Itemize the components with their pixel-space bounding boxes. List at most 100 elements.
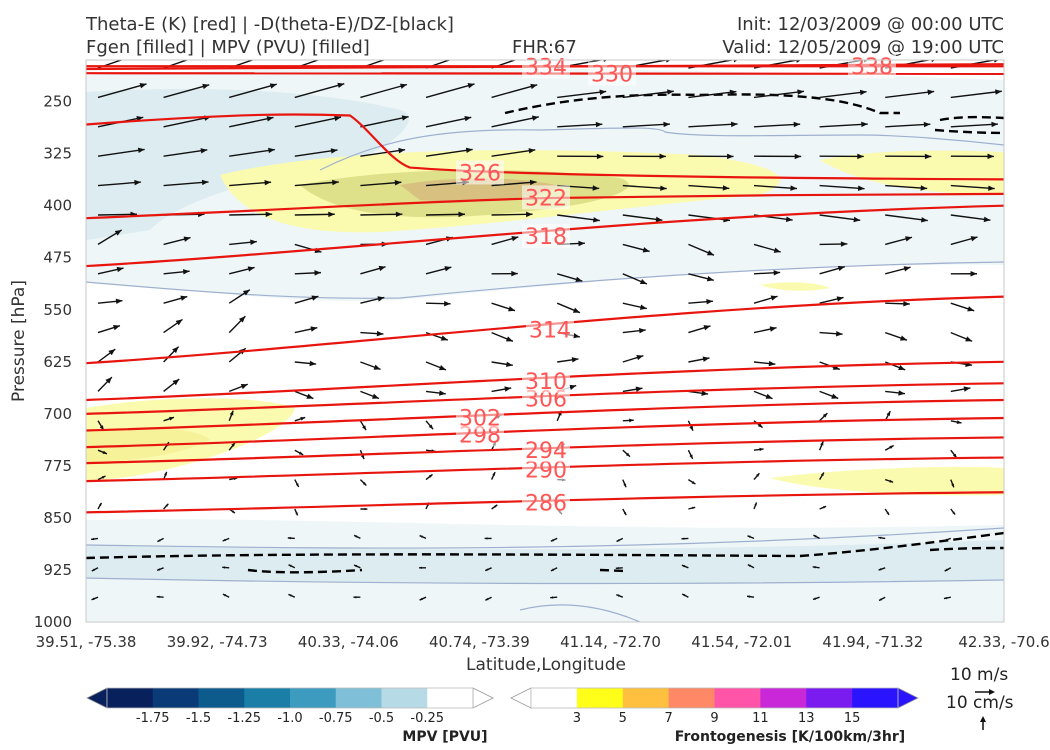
wind-vector-head <box>706 276 714 282</box>
wind-vector-head <box>636 354 644 361</box>
wind-vector-head <box>400 83 407 89</box>
wind-vector-head <box>903 266 911 272</box>
theta-e-contour-line <box>86 204 1004 268</box>
theta-e-label-bg <box>456 160 504 185</box>
wind-vector-arrow <box>622 184 667 190</box>
wind-vector-head <box>91 537 95 541</box>
wind-vector-arrow <box>425 148 473 157</box>
wind-vector-head <box>970 271 977 277</box>
wind-vector-arrow <box>557 214 600 222</box>
colorbar-tick-label: 3 <box>573 711 581 726</box>
wind-vector-head <box>666 60 671 63</box>
wind-vector-head <box>114 229 122 236</box>
wind-vector-head <box>861 121 868 128</box>
wind-vector-head <box>903 301 910 307</box>
wind-vector-head <box>484 537 488 540</box>
wind-vector-head <box>956 420 962 424</box>
wind-vector-head <box>465 147 473 154</box>
y-tick-label: 550 <box>43 301 72 319</box>
wind-vector-head <box>701 390 709 396</box>
wind-vector-arrow <box>557 123 603 128</box>
wind-vector-head <box>983 216 991 223</box>
wind-vector-arrow <box>491 181 537 187</box>
wind-vector-head <box>729 89 737 96</box>
wind-vector-head <box>924 153 932 160</box>
wind-vector-head <box>419 597 423 601</box>
wind-vector-head <box>943 596 948 600</box>
wind-vector-arrow <box>97 148 145 157</box>
wind-vector-arrow <box>229 83 277 99</box>
wind-vector-head <box>511 270 518 277</box>
theta-e-contours <box>86 63 1004 514</box>
wind-vector-head <box>335 51 342 56</box>
wind-vector-head <box>354 535 358 538</box>
y-tick-label: 775 <box>43 457 72 475</box>
wind-vector-head <box>682 593 686 597</box>
wind-vector-arrow <box>622 214 663 221</box>
wind-vector-head <box>268 147 275 154</box>
wind-vector-arrow <box>294 213 335 216</box>
wind-vector-arrow <box>688 123 738 128</box>
plot-frame <box>85 59 1005 623</box>
colorbar-segment <box>290 688 337 708</box>
wind-vector-arrow <box>753 123 801 128</box>
colorbar-segment <box>381 688 428 708</box>
wind-vector-head <box>756 473 760 477</box>
wind-vector-head <box>813 535 817 538</box>
theta-e-label-bg <box>588 61 636 86</box>
wind-vector-head <box>692 506 696 510</box>
colorbar-segment <box>852 688 899 708</box>
wind-vector-head <box>625 452 631 457</box>
wind-vector-head <box>364 507 368 511</box>
wind-vector-arrow <box>885 123 931 128</box>
wind-vector-arrow <box>97 213 137 216</box>
wind-vector-arrow <box>163 181 209 187</box>
wind-vector-arrow <box>294 181 339 187</box>
wind-vector-head <box>927 89 935 95</box>
wind-vector-head <box>550 568 555 571</box>
wind-vector-head <box>91 597 95 600</box>
wind-vector-head <box>603 60 608 63</box>
wind-vector-head <box>202 83 210 90</box>
colorbar-tick-label: -0.5 <box>369 711 394 726</box>
wind-vector-arrow <box>753 184 798 190</box>
wind-vector-arrow <box>360 60 386 69</box>
y-tick-label: 1000 <box>34 613 72 631</box>
theta-e-contour-line <box>86 295 1004 365</box>
wind-vector-head <box>222 594 227 597</box>
wind-vector-head <box>623 483 627 488</box>
wind-vector-head <box>373 364 381 370</box>
wind-vector-head <box>757 423 763 428</box>
wind-vector-arrow <box>819 184 865 190</box>
wind-vector-head <box>269 83 277 89</box>
theta-e-label-bg <box>848 54 896 79</box>
filled-fields <box>86 68 1004 622</box>
colorbar-segment <box>107 688 154 708</box>
wind-vector-arrow <box>622 123 671 128</box>
wind-vector-head <box>722 185 730 191</box>
wind-vector-head <box>240 384 248 390</box>
wind-vector-head <box>794 153 802 160</box>
wind-vector-head <box>706 250 714 256</box>
theta-e-label: 318 <box>525 225 567 250</box>
colorbar-tick-label: -1.0 <box>277 711 302 726</box>
wind-vector-head <box>689 425 693 431</box>
vector-key-arrowhead-v <box>980 716 986 722</box>
colorbar-tick-label: -1.75 <box>136 711 170 726</box>
wind-vector-arrow <box>163 84 210 99</box>
wind-vector-head <box>702 356 710 362</box>
wind-vector-head <box>635 386 643 392</box>
wind-vector-head <box>288 594 292 597</box>
wind-vector-arrow <box>294 116 342 128</box>
wind-vector-arrow <box>163 149 208 157</box>
colorbar-arrow-right <box>472 687 494 709</box>
wind-vector-head <box>362 481 367 486</box>
wind-vector-arrow <box>229 116 274 128</box>
theta-e-label-bg <box>522 54 570 79</box>
wind-vector-arrow <box>425 116 472 128</box>
wind-vector-head <box>768 360 776 367</box>
wind-vector-head <box>663 121 670 128</box>
wind-vector-head <box>970 236 978 242</box>
